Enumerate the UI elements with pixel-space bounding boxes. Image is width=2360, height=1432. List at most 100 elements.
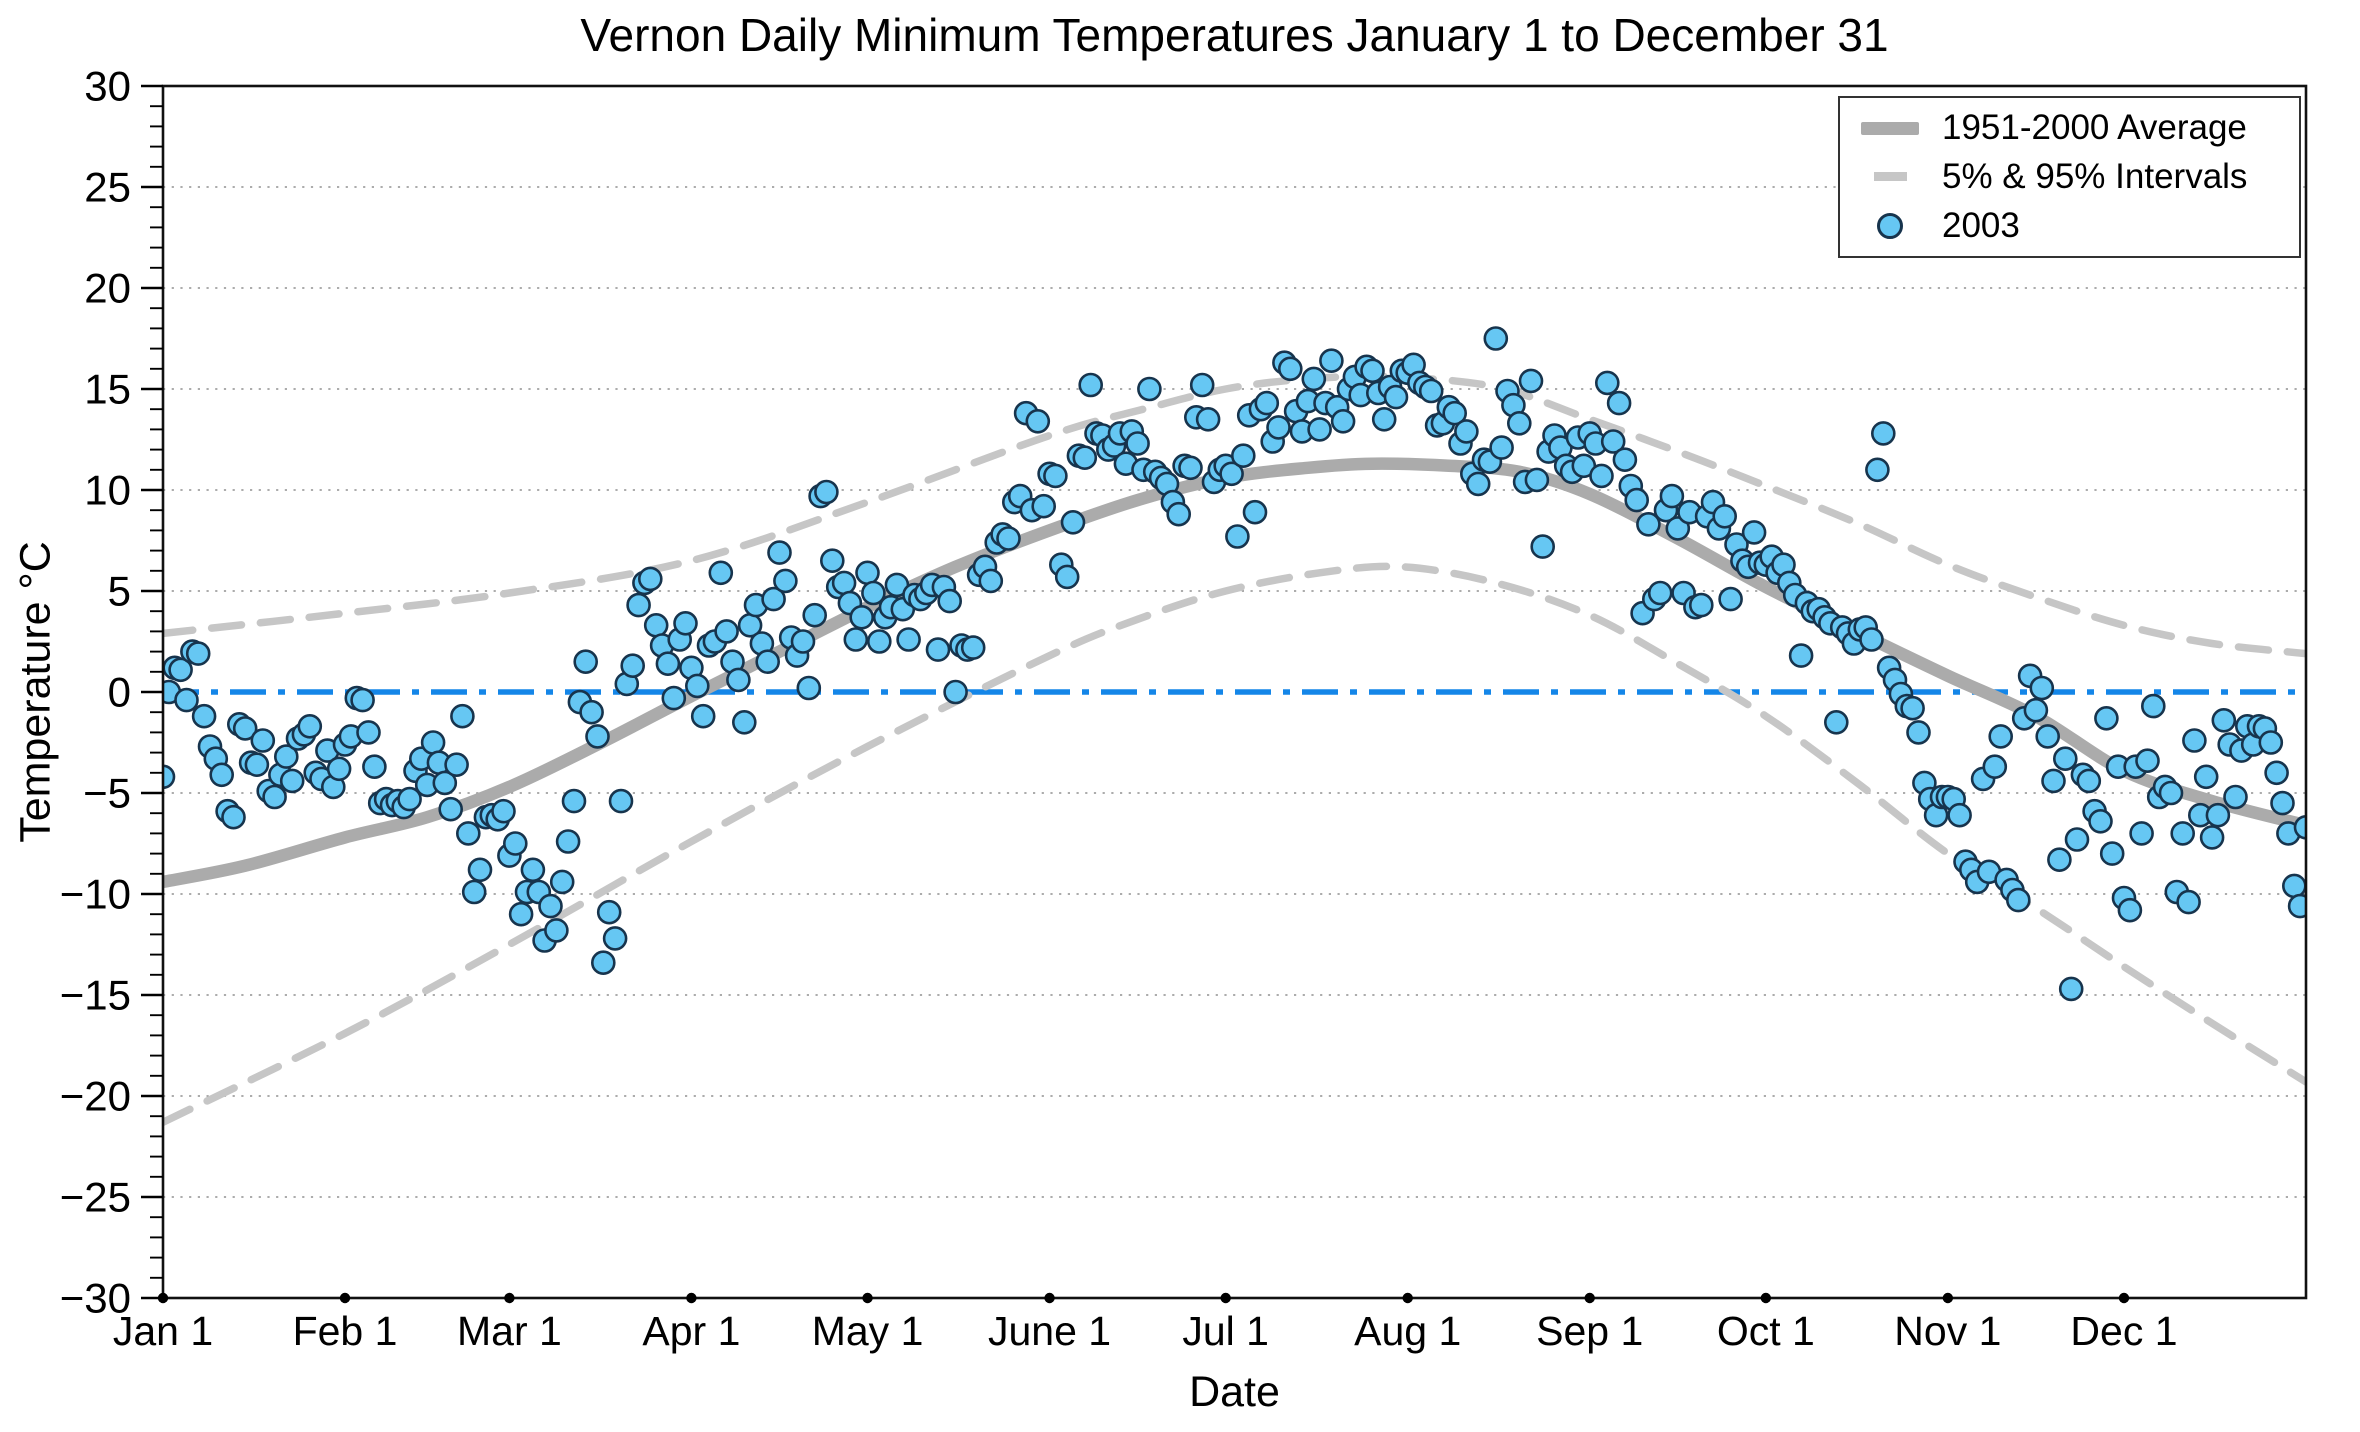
- scatter-point: [796, 675, 822, 701]
- month-tick-dot: [1942, 1292, 1954, 1304]
- scatter-point: [1900, 695, 1925, 721]
- month-tick-dot: [2118, 1292, 2130, 1304]
- y-tick-label: −5: [83, 770, 131, 817]
- scatter-point: [1595, 370, 1620, 396]
- y-tick-label: 10: [84, 467, 131, 514]
- month-tick-dot: [1584, 1292, 1595, 1304]
- scatter-point: [2023, 697, 2049, 723]
- scatter-point: [708, 560, 734, 586]
- scatter-point: [2064, 827, 2090, 852]
- scatter-point: [2176, 889, 2201, 915]
- scatter-point: [866, 629, 892, 654]
- scatter-point: [802, 602, 828, 628]
- scatter-point: [297, 713, 323, 739]
- scatter-point: [1254, 390, 1280, 416]
- scatter-point: [773, 568, 798, 594]
- scatter-point: [561, 788, 587, 814]
- scatter-point: [1178, 455, 1203, 481]
- scatter-point: [714, 619, 739, 644]
- scatter-point: [1078, 372, 1103, 398]
- scatter-point: [520, 857, 546, 883]
- scatter-point: [849, 604, 875, 630]
- scatter-point: [602, 926, 628, 951]
- scatter-point: [655, 651, 681, 677]
- scatter-point: [1060, 509, 1086, 535]
- scatter-point: [2053, 746, 2078, 772]
- scatter-point: [450, 703, 475, 729]
- scatter-point: [209, 762, 234, 788]
- scatter-point: [1301, 366, 1327, 392]
- x-tick-label: Feb 1: [293, 1308, 398, 1354]
- scatter-point: [1906, 720, 1931, 745]
- legend-label-intervals: 5% & 95% Intervals: [1942, 156, 2248, 196]
- x-tick-label: Mar 1: [457, 1308, 562, 1354]
- scatter-point: [819, 548, 845, 574]
- month-tick-dot: [1220, 1292, 1231, 1304]
- series-line-5-interval: [163, 562, 2306, 1127]
- y-axis-title: Temperature °C: [11, 541, 60, 843]
- scatter-point: [1483, 326, 1509, 351]
- scatter-point: [1418, 378, 1444, 404]
- scatter-point: [843, 627, 869, 652]
- scatter-point: [2258, 730, 2284, 755]
- scatter-point: [168, 657, 193, 683]
- scatter-point: [2047, 847, 2072, 873]
- scatter-point: [174, 687, 199, 713]
- month-tick-dot: [1402, 1292, 1413, 1304]
- x-tick-label: May 1: [812, 1308, 924, 1354]
- scatter-point: [661, 685, 687, 711]
- scatter-point: [1489, 435, 1514, 460]
- scatter-point: [1371, 406, 1397, 432]
- scatter-point: [356, 720, 381, 745]
- scatter-point: [2117, 897, 2143, 923]
- scatter-point: [2182, 728, 2207, 753]
- x-tick-label: Aug 1: [1354, 1308, 1461, 1354]
- scatter-point: [2094, 705, 2119, 731]
- scatter-point: [1465, 471, 1491, 497]
- chart-title: Vernon Daily Minimum Temperatures Januar…: [580, 9, 1889, 61]
- scatter-point: [1865, 457, 1890, 483]
- legend-label-average: 1951-2000 Average: [1942, 108, 2247, 148]
- scatter-point: [1189, 372, 1215, 398]
- scatter-point: [643, 612, 669, 638]
- scatter-point: [420, 730, 446, 755]
- scatter-point: [608, 788, 634, 814]
- x-tick-label: Dec 1: [2070, 1308, 2177, 1354]
- legend-item-intervals: 5% & 95% Intervals: [1850, 157, 2299, 197]
- scatter-point: [467, 857, 493, 883]
- scatter-point: [620, 653, 646, 679]
- scatter-point: [1025, 408, 1051, 434]
- y-tick-label: −20: [60, 1073, 131, 1120]
- scatter-point: [1518, 368, 1544, 394]
- scatter-point: [2170, 821, 2195, 846]
- scatter-point: [626, 592, 651, 618]
- scatter-point: [855, 560, 880, 586]
- scatter-point: [1982, 754, 2008, 780]
- scatter-point: [1125, 431, 1150, 456]
- scatter-point: [861, 580, 886, 606]
- scatter-point: [978, 568, 1004, 594]
- month-tick-dot: [1760, 1292, 1772, 1304]
- legend-item-2003: 2003: [1850, 206, 2299, 246]
- y-tick-label: −25: [60, 1174, 131, 1221]
- scatter-point: [444, 752, 469, 778]
- scatter-point: [1319, 348, 1344, 374]
- scatter-point: [790, 629, 816, 654]
- scatter-point: [244, 752, 270, 778]
- scatter-point: [1871, 421, 1896, 446]
- scatter-point: [1454, 419, 1479, 444]
- scatter-point: [1524, 467, 1550, 493]
- scatter-point: [1689, 592, 1714, 618]
- scatter-point: [508, 901, 534, 927]
- scatter-point: [1612, 447, 1638, 473]
- scatter-point: [814, 479, 839, 505]
- scatter-point: [1442, 400, 1467, 426]
- series-line-1951-2000-average: [163, 457, 2306, 889]
- scatter-point: [585, 724, 610, 749]
- scatter-point: [1788, 643, 1814, 668]
- x-tick-label: Oct 1: [1717, 1308, 1815, 1354]
- scatter-point: [2205, 802, 2231, 828]
- month-tick-dot: [157, 1292, 169, 1304]
- scatter-point: [1988, 724, 2013, 749]
- scatter-point: [596, 899, 622, 925]
